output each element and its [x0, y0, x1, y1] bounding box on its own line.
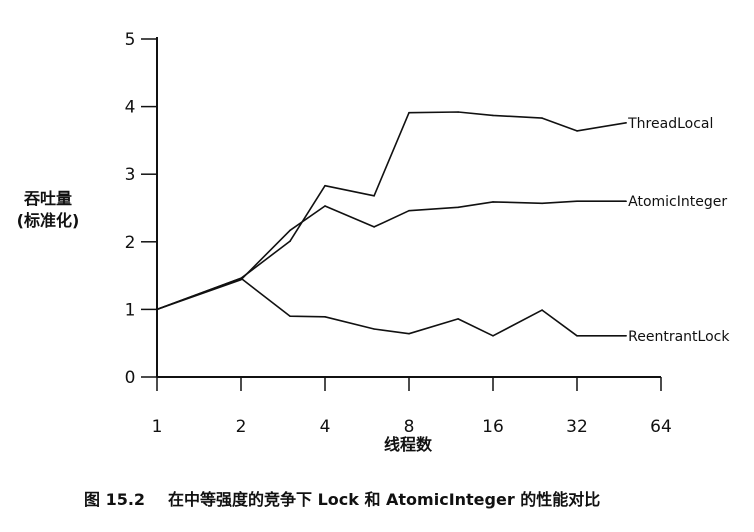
data-point-reentrantlock	[457, 318, 459, 320]
data-point-reentrantlock	[541, 309, 543, 311]
caption-text: 在中等强度的竞争下 Lock 和 AtomicInteger 的性能对比	[168, 490, 600, 509]
data-point-reentrantlock	[240, 277, 242, 280]
y-tick-label: 4	[125, 98, 136, 118]
x-tick-label: 32	[566, 417, 588, 437]
x-tick-label: 1	[152, 417, 163, 437]
y-axis-label-line1: 吞吐量	[24, 189, 72, 208]
caption-number: 图 15.2	[84, 490, 145, 509]
x-tick-label: 4	[320, 417, 331, 437]
data-point-threadlocal	[492, 114, 494, 117]
y-tick-label: 2	[125, 233, 136, 253]
series-line-threadlocal	[156, 111, 627, 311]
data-point-atomicinteger	[492, 201, 494, 203]
data-point-reentrantlock	[324, 316, 326, 318]
data-point-threadlocal	[373, 195, 375, 197]
x-tick-label: 8	[404, 417, 415, 437]
series-line-reentrantlock	[156, 277, 627, 337]
data-point-atomicinteger	[625, 200, 627, 203]
data-point-threadlocal	[457, 111, 459, 113]
data-point-reentrantlock	[156, 308, 158, 311]
axes: 0 1 2 3 4 5 1 2 4 8 16 32 64	[125, 30, 672, 437]
series-label-threadlocal: ThreadLocal	[627, 116, 713, 132]
data-point-reentrantlock	[373, 328, 375, 330]
series-line-atomicinteger	[156, 200, 627, 311]
data-point-atomicinteger	[576, 200, 578, 203]
data-point-reentrantlock	[408, 332, 410, 335]
x-tick-label: 2	[236, 417, 247, 437]
y-tick-label: 3	[125, 165, 136, 185]
series-lines: ThreadLocal AtomicInteger ReentrantLock	[156, 111, 730, 345]
data-point-atomicinteger	[324, 205, 326, 207]
y-tick-label: 1	[125, 300, 136, 320]
x-tick-label: 64	[650, 417, 672, 437]
data-point-atomicinteger	[289, 229, 291, 232]
data-point-reentrantlock	[576, 334, 578, 337]
data-point-atomicinteger	[541, 202, 543, 205]
data-point-threadlocal	[289, 240, 291, 242]
series-label-atomicinteger: AtomicInteger	[628, 194, 727, 210]
data-point-atomicinteger	[408, 209, 410, 212]
data-point-threadlocal	[576, 130, 578, 132]
data-point-threadlocal	[541, 117, 543, 119]
data-point-reentrantlock	[492, 334, 494, 337]
x-axis-label: 线程数	[384, 435, 433, 454]
data-point-reentrantlock	[625, 334, 627, 337]
y-tick-label: 5	[125, 30, 136, 50]
data-point-threadlocal	[408, 111, 410, 114]
data-point-threadlocal	[625, 122, 627, 124]
series-label-reentrantlock: ReentrantLock	[628, 329, 730, 345]
data-point-atomicinteger	[457, 206, 459, 209]
data-point-atomicinteger	[373, 226, 375, 228]
y-tick-label: 0	[125, 368, 136, 388]
data-point-reentrantlock	[289, 315, 291, 317]
data-point-threadlocal	[324, 184, 326, 187]
x-tick-label: 16	[482, 417, 504, 437]
y-axis-label-line2: (标准化)	[17, 211, 80, 230]
